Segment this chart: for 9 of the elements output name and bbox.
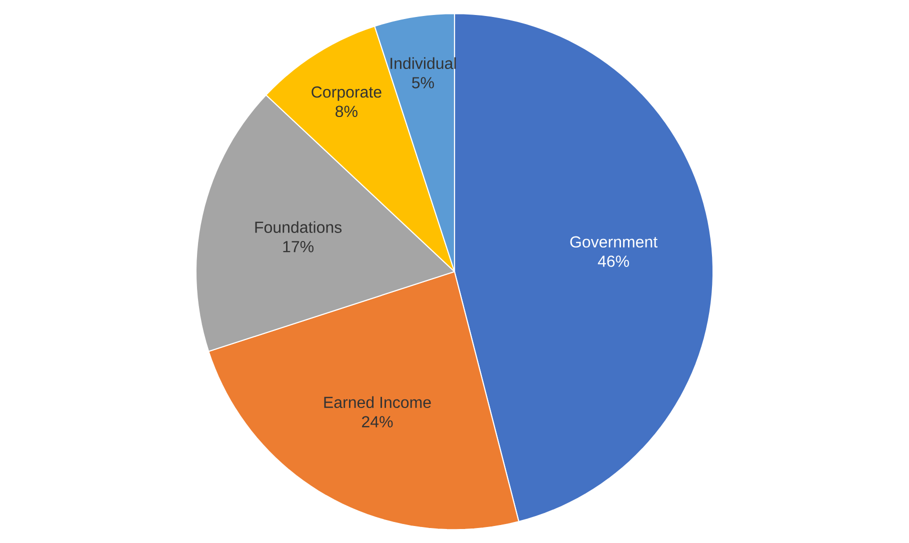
data-label: 24% [362,416,393,428]
data-label: 5% [412,76,434,88]
data-label: 46% [598,255,629,267]
slice-label: Corporate [312,86,382,101]
slice-label: Foundations [255,221,342,233]
slice-label: Government [570,236,658,248]
data-label: 8% [336,106,358,117]
data-label: 17% [283,240,314,252]
slice-label: Earned Income [324,396,431,408]
